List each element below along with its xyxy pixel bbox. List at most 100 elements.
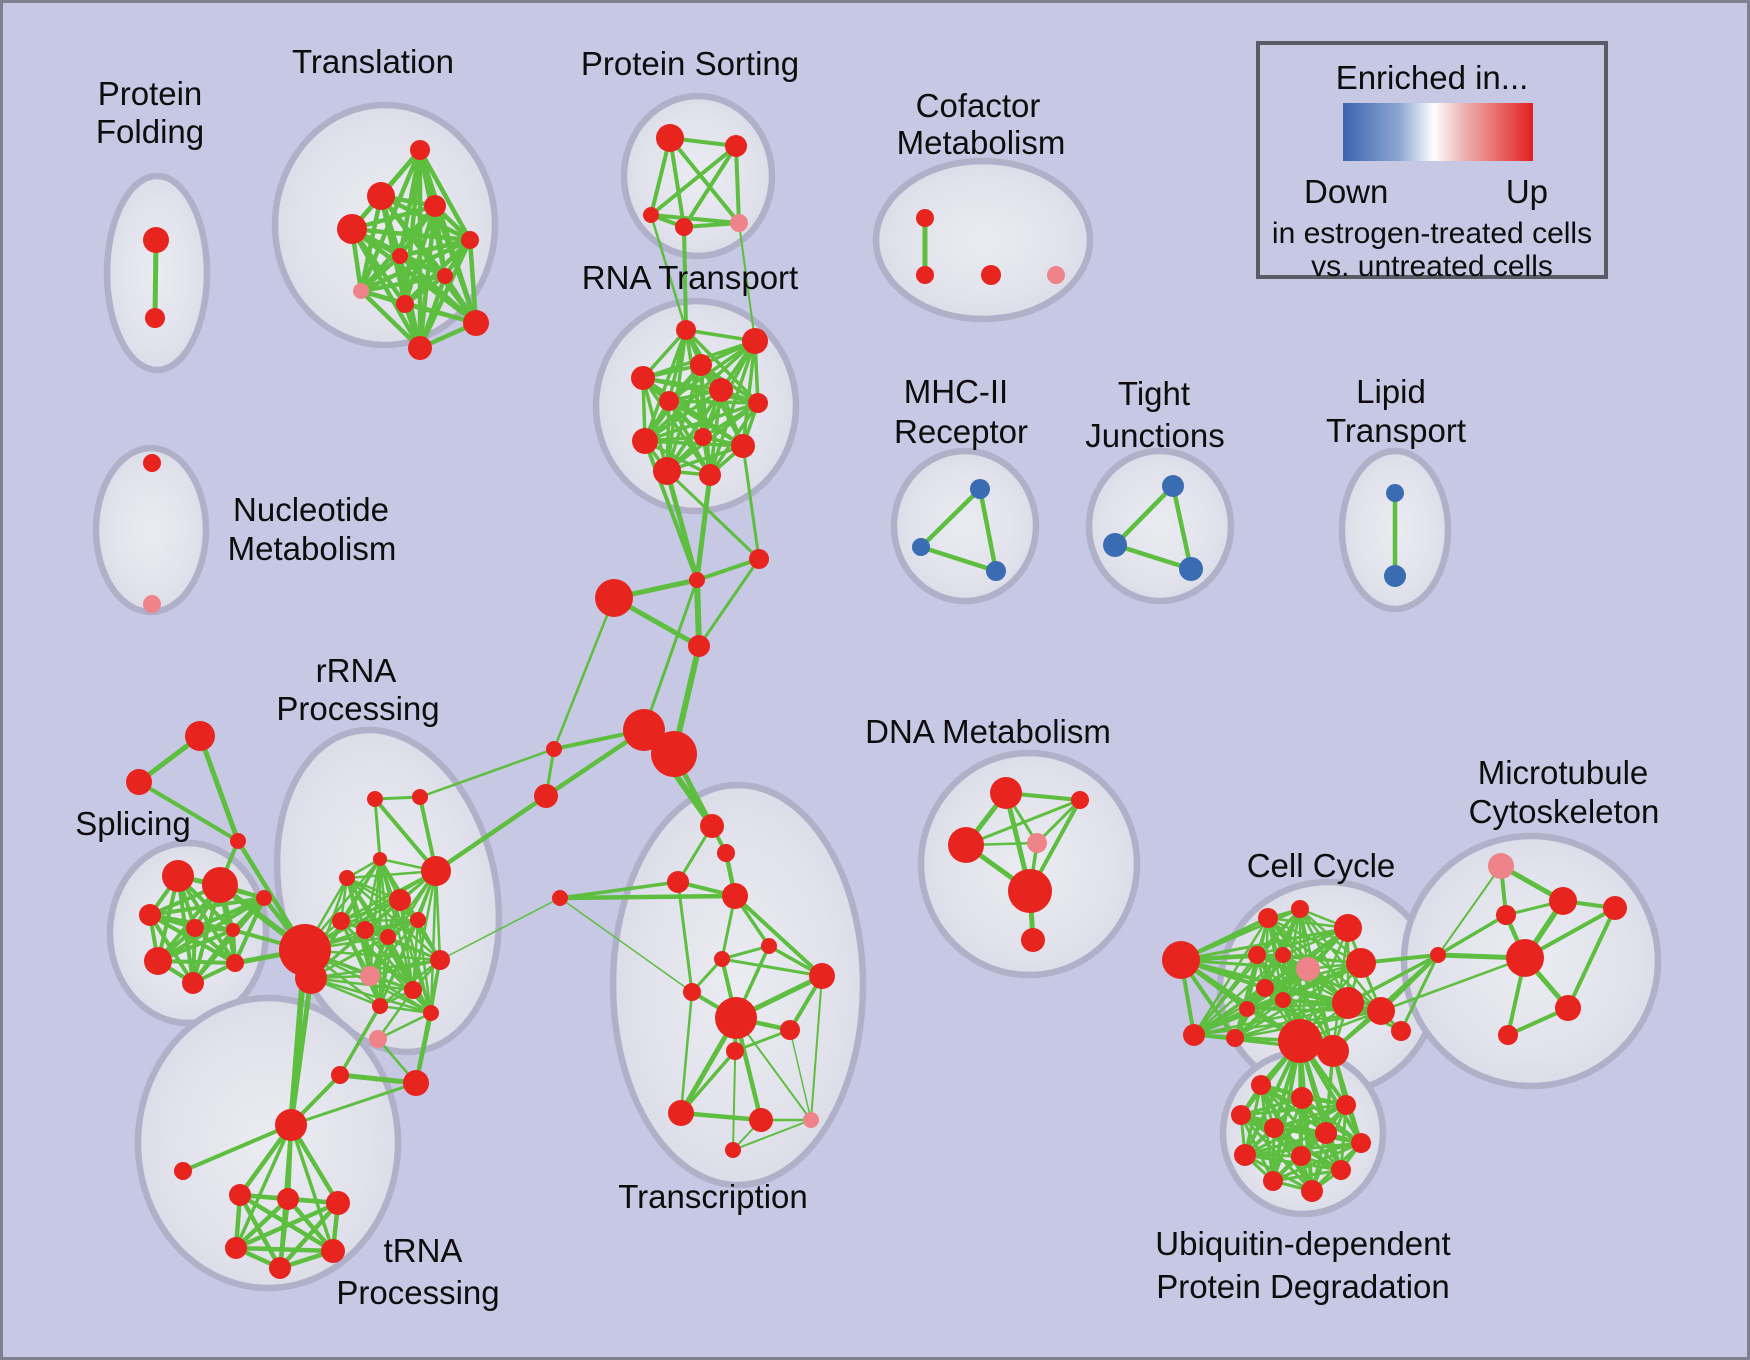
network-node-hub1 [623,709,665,751]
network-node-tx2 [761,938,777,954]
cluster-label-transcription: Transcription [618,1178,808,1215]
network-edge [309,976,433,1015]
legend-axis-labels: Down Up [1260,173,1604,211]
network-edge [697,557,761,648]
network-node-mh3 [986,561,1006,581]
network-edge [378,935,390,1008]
network-node-ub3 [1336,1095,1356,1115]
network-node-mt7 [1498,1025,1518,1045]
network-node-rt11 [653,457,681,485]
network-node-tr3 [337,214,367,244]
network-node-spj [230,833,246,849]
network-edge [376,1011,433,1041]
network-edge [664,468,700,583]
network-node-rr1 [367,791,383,807]
network-node-mt3 [1496,905,1516,925]
network-node-cy4 [1291,900,1309,918]
network-node-rt8 [632,428,658,454]
network-edge [695,557,761,582]
network-node-sp9 [226,954,244,972]
network-node-cc4 [688,635,710,657]
network-node-cy12 [1332,987,1364,1019]
network-node-hub2 [651,731,697,777]
network-node-rt5 [709,378,733,402]
network-node-tr4 [424,195,446,217]
network-node-rr15 [423,1005,439,1021]
cluster-label-mhc-ii-receptor-line2: Receptor [894,413,1028,450]
network-edge [977,486,999,574]
network-edge [1179,958,1310,971]
network-edge [137,780,240,843]
network-edge [1112,542,1194,572]
network-edge [152,237,159,321]
cluster-label-splicing: Splicing [75,805,191,842]
network-edge [234,1123,293,1250]
network-edge [1437,865,1502,956]
network-edge [416,918,433,1015]
network-edge [649,213,688,332]
network-node-tx11 [725,1142,741,1158]
network-node-tx6 [780,1020,800,1040]
network-edge [181,1123,293,1173]
network-edge [1298,1039,1314,1193]
network-edge [289,1123,335,1253]
network-edge [402,147,423,307]
network-edge [665,469,761,561]
network-node-rr5 [421,856,451,886]
network-node-sptr2 [126,769,152,795]
cluster-label-microtubule-cytoskeleton-line1: Microtubule [1478,754,1649,791]
network-node-ub5 [1264,1118,1284,1138]
network-node-ps4 [675,218,693,236]
network-node-tr11 [408,336,432,360]
cluster-label-cofactor-metabolism-line1: Cofactor [916,87,1041,124]
network-node-rr10 [410,912,426,928]
legend-subtitle: in estrogen-treated cells vs. untreated … [1260,217,1604,283]
cluster-ellipse-cofactor-metabolism [872,157,1094,323]
network-node-rr7 [332,912,350,930]
network-edge [429,869,438,1015]
network-node-rt10 [731,434,755,458]
network-edge [358,237,473,294]
legend-subtitle-line1: in estrogen-treated cells [1271,217,1593,250]
network-edge [467,237,479,326]
network-node-tn6 [225,1237,247,1259]
cluster-label-protein-folding-line2: Folding [96,113,204,150]
cluster-label-rna-transport: RNA Transport [582,259,798,296]
network-edge [1233,953,1259,1040]
network-edge [720,944,771,961]
network-edge [557,893,738,901]
network-node-nm1 [143,454,161,472]
network-edge [1436,913,1508,957]
network-edge [373,797,438,873]
network-edge [676,880,694,994]
network-node-tx3 [683,983,701,1001]
network-edge [418,747,556,799]
network-edge [1035,798,1082,845]
network-node-tx5 [809,963,835,989]
legend-box: Enriched in... Down Up in estrogen-treat… [1256,41,1608,283]
network-edge [358,253,403,294]
network-edge [559,897,693,993]
network-edge [1179,907,1302,962]
cluster-label-trna-processing-line2: Processing [336,1274,499,1311]
network-node-ps5 [730,214,748,232]
network-node-mtj [1430,947,1446,963]
cluster-label-tight-junctions-line1: Tight [1118,375,1190,412]
network-node-tn8 [269,1257,291,1279]
network-node-tr5 [461,231,479,249]
network-edge [1379,956,1527,1013]
cluster-label-nucleotide-metabolism-line2: Metabolism [228,530,397,567]
legend-gradient-bar [1343,103,1533,161]
network-node-rr12 [430,950,450,970]
network-node-rt1 [676,320,696,340]
network-edge [789,1029,812,1121]
network-node-cy2 [1183,1024,1205,1046]
cluster-label-trna-processing-line1: tRNA [384,1232,463,1269]
network-edge [397,237,473,259]
network-node-rr13 [404,981,422,999]
network-edge [277,1200,341,1271]
network-edge [338,1004,382,1077]
network-node-rr9 [380,929,396,945]
network-edge [288,975,314,1128]
network-edge [552,596,616,751]
